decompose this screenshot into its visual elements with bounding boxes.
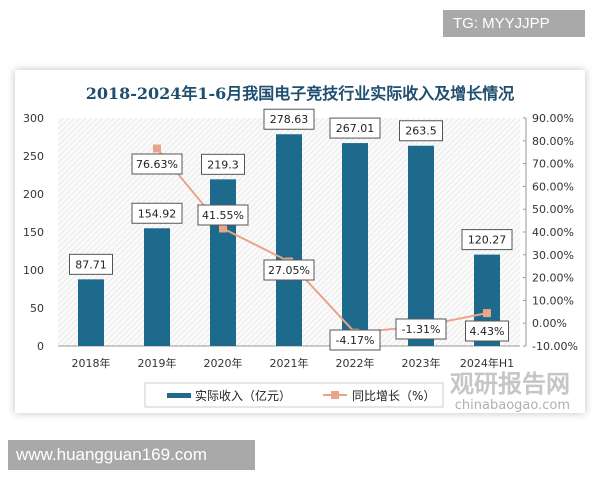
right-tick-label: 40.00% xyxy=(532,226,574,239)
right-tick-label: 70.00% xyxy=(532,158,574,171)
bar-data-label-box xyxy=(201,153,245,175)
growth-data-label-box xyxy=(329,329,381,351)
growth-data-label: 27.05% xyxy=(268,264,310,277)
left-tick-label: 0 xyxy=(37,340,44,353)
growth-data-label-box xyxy=(395,318,447,340)
bar-data-label-box xyxy=(69,253,113,275)
bar-data-label: 263.5 xyxy=(405,125,437,138)
bar-data-label: 120.27 xyxy=(468,234,507,247)
bar xyxy=(210,179,236,346)
growth-marker xyxy=(219,224,227,233)
growth-data-label-box xyxy=(465,320,509,342)
growth-marker xyxy=(483,309,491,318)
left-tick-label: 150 xyxy=(23,226,44,239)
bar-data-label: 267.01 xyxy=(336,122,375,135)
x-tick-label: 2023年 xyxy=(402,356,441,370)
left-tick-label: 200 xyxy=(23,188,44,201)
right-tick-label: 60.00% xyxy=(532,180,574,193)
x-tick-label: 2024年H1 xyxy=(460,356,514,370)
growth-marker xyxy=(153,144,161,153)
x-tick-label: 2020年 xyxy=(204,356,243,370)
bar-data-label-box xyxy=(329,117,381,139)
bar-data-label: 219.3 xyxy=(207,158,239,171)
right-tick-label: 80.00% xyxy=(532,135,574,148)
legend-line-marker xyxy=(331,391,339,399)
bar xyxy=(342,143,368,346)
right-tick-label: 30.00% xyxy=(532,249,574,262)
right-tick-label: 0.00% xyxy=(532,317,567,330)
growth-data-label: -1.31% xyxy=(402,323,441,336)
left-tick-label: 50 xyxy=(30,302,44,315)
growth-data-label: -4.17% xyxy=(336,334,375,347)
bar-data-label-box xyxy=(131,202,183,224)
legend-line-label: 同比增长（%） xyxy=(352,389,435,403)
bar-data-label: 278.63 xyxy=(270,113,309,126)
watermark-bottom: www.huangguan169.com xyxy=(8,440,255,470)
right-tick-label: 20.00% xyxy=(532,272,574,285)
bar xyxy=(408,145,434,346)
growth-data-label-box xyxy=(131,153,183,175)
right-tick-label: 50.00% xyxy=(532,203,574,216)
legend-bar-swatch xyxy=(167,393,191,398)
bar-data-label-box xyxy=(399,120,443,142)
logo-cn: 观研报告网 xyxy=(450,370,570,398)
growth-data-label: 4.43% xyxy=(470,325,505,338)
x-tick-label: 2018年 xyxy=(72,356,111,370)
x-tick-label: 2022年 xyxy=(336,356,375,370)
legend-box xyxy=(144,382,444,408)
right-tick-label: 90.00% xyxy=(532,112,574,125)
right-tick-label: 10.00% xyxy=(532,294,574,307)
growth-data-label: 41.55% xyxy=(202,209,244,222)
bar xyxy=(144,228,170,346)
logo-en: chinabaogao.com xyxy=(455,398,570,413)
growth-data-label-box xyxy=(197,204,249,226)
bar-data-label-box xyxy=(263,108,315,130)
left-tick-label: 250 xyxy=(23,150,44,163)
x-tick-label: 2021年 xyxy=(270,356,309,370)
growth-data-label: 76.63% xyxy=(136,158,178,171)
legend-bar-label: 实际收入（亿元） xyxy=(195,388,291,403)
x-tick-label: 2019年 xyxy=(138,356,177,370)
bar-data-label-box xyxy=(461,229,513,251)
left-tick-label: 300 xyxy=(23,112,44,125)
bar xyxy=(78,279,104,346)
watermark-top: TG: MYYJJPP xyxy=(443,10,585,37)
bar-data-label: 154.92 xyxy=(138,207,177,220)
right-tick-label: -10.00% xyxy=(532,340,578,353)
bar-data-label: 87.71 xyxy=(75,258,107,271)
chart-title: 2018-2024年1-6月我国电子竞技行业实际收入及增长情况 xyxy=(85,84,515,103)
bar xyxy=(276,134,302,346)
left-tick-label: 100 xyxy=(23,264,44,277)
growth-data-label-box xyxy=(263,259,315,281)
